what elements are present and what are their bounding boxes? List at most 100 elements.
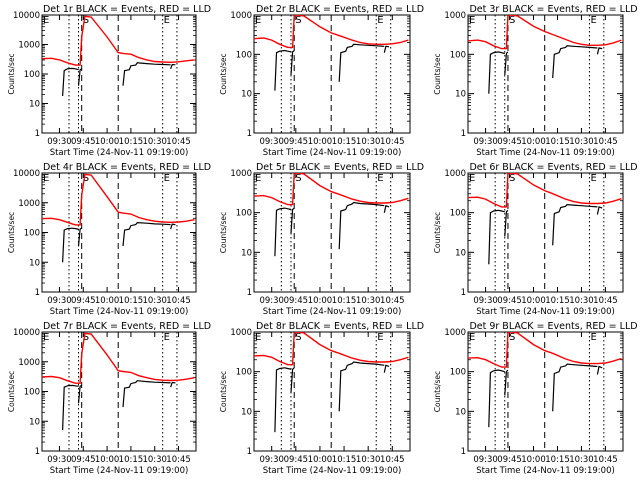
events-series-line <box>383 45 390 53</box>
y-axis-title: Counts/sec <box>219 53 228 94</box>
events-series-line <box>338 43 385 82</box>
x-tick-label: 09:30 <box>473 455 498 465</box>
x-tick-label: 09:45 <box>497 137 522 147</box>
x-tick-label: 09:45 <box>497 455 522 465</box>
y-tick-label: 1 <box>247 447 252 457</box>
y-tick-label: 1000 <box>230 11 252 21</box>
x-tick-label: 10:15 <box>119 455 144 465</box>
x-tick-label: 09:30 <box>47 455 72 465</box>
time-marker-label: S <box>295 173 301 184</box>
events-series-line <box>504 51 509 75</box>
plot-frame <box>41 172 197 293</box>
time-marker-label: E <box>469 15 475 26</box>
detector-panel: Det 4r BLACK = Events, RED = LLD 1 10 100 10… <box>7 162 211 317</box>
x-tick-label: 10:30 <box>356 137 381 147</box>
y-tick-label: 1000 <box>444 328 466 338</box>
time-marker-label: E <box>590 332 596 343</box>
time-marker-label: E <box>377 332 383 343</box>
x-tick-label: 10:15 <box>119 137 144 147</box>
events-series-line <box>290 367 295 393</box>
x-tick-label: 10:15 <box>545 455 570 465</box>
lld-series-line <box>42 332 195 384</box>
detector-panel: Det 3r BLACK = Events, RED = LLD 1 10 100 10… <box>433 4 638 158</box>
events-series-line <box>596 365 603 375</box>
events-series-line <box>290 50 295 75</box>
panel-title: Det 8r BLACK = Events, RED = LLD <box>256 321 424 332</box>
y-tick-label: 10 <box>455 90 466 100</box>
events-series-line <box>383 204 390 213</box>
events-series-line <box>504 209 509 237</box>
panel-title: Det 4r BLACK = Events, RED = LLD <box>43 162 211 173</box>
detector-panel: Det 8r BLACK = Events, RED = LLD 1 10 100 10… <box>219 321 424 476</box>
x-tick-label: 09:30 <box>473 137 498 147</box>
x-axis-title: Start Time (24-Nov-11 09:19:00) <box>476 148 615 158</box>
time-marker-label: S <box>83 332 89 343</box>
events-series-line <box>383 364 390 373</box>
time-marker-label: E <box>43 173 49 184</box>
x-tick-label: 09:30 <box>47 296 72 306</box>
y-tick-label: 100 <box>24 388 40 398</box>
time-marker-label: S <box>83 15 89 26</box>
y-tick-label: 10 <box>455 407 466 417</box>
x-tick-label: 10:30 <box>569 137 594 147</box>
y-tick-label: 10 <box>241 407 252 417</box>
x-tick-label: 10:15 <box>119 296 144 306</box>
panel-title: Det 5r BLACK = Events, RED = LLD <box>256 162 424 173</box>
y-tick-label: 10 <box>241 248 252 258</box>
x-tick-label: 10:45 <box>593 455 618 465</box>
lld-series-line <box>468 173 622 208</box>
plot-frame <box>253 331 411 452</box>
y-tick-label: 10000 <box>13 169 40 179</box>
time-marker-label: E <box>164 173 170 184</box>
y-tick-label: 10 <box>29 258 40 268</box>
x-tick-label: 10:15 <box>545 137 570 147</box>
events-series-line <box>552 45 598 79</box>
time-marker-label: E <box>164 15 170 26</box>
events-series-line <box>62 384 79 431</box>
y-tick-label: 10 <box>29 417 40 427</box>
x-tick-label: 09:30 <box>259 137 284 147</box>
detector-panel: Det 5r BLACK = Events, RED = LLD 1 10 100 10… <box>219 162 424 317</box>
y-tick-label: 1000 <box>230 169 252 179</box>
y-axis-title: Counts/sec <box>433 371 442 412</box>
x-tick-label: 09:45 <box>497 296 522 306</box>
events-series-line <box>596 47 603 55</box>
time-marker-label: S <box>83 173 89 184</box>
time-marker-label: E <box>43 332 49 343</box>
events-series-line <box>122 380 171 408</box>
x-tick-label: 10:00 <box>308 455 333 465</box>
x-tick-label: 10:15 <box>332 296 357 306</box>
y-tick-label: 1000 <box>444 169 466 179</box>
y-tick-label: 100 <box>450 209 466 219</box>
x-tick-label: 09:45 <box>284 296 309 306</box>
time-marker-label: S <box>509 15 515 26</box>
y-tick-label: 100 <box>236 209 252 219</box>
events-series-line <box>122 221 171 247</box>
x-tick-label: 10:00 <box>521 455 546 465</box>
y-axis-title: Counts/sec <box>7 212 16 253</box>
events-series-line <box>488 209 505 265</box>
y-tick-label: 100 <box>24 229 40 239</box>
time-marker-label: E <box>590 173 596 184</box>
x-tick-label: 10:15 <box>545 296 570 306</box>
x-tick-label: 10:15 <box>332 455 357 465</box>
x-tick-label: 10:30 <box>142 455 167 465</box>
x-tick-label: 10:30 <box>569 455 594 465</box>
events-series-line <box>77 227 82 247</box>
panel-title: Det 3r BLACK = Events, RED = LLD <box>469 4 637 15</box>
x-tick-label: 10:45 <box>593 296 618 306</box>
y-tick-label: 1 <box>461 288 466 298</box>
y-tick-label: 1000 <box>18 358 40 368</box>
y-axis-title: Counts/sec <box>219 212 228 253</box>
time-marker-label: E <box>164 332 170 343</box>
plot-frame <box>467 331 624 452</box>
lld-series-line <box>468 332 622 368</box>
panel-title: Det 9r BLACK = Events, RED = LLD <box>469 321 637 332</box>
panel-title: Det 7r BLACK = Events, RED = LLD <box>43 321 211 332</box>
x-tick-label: 10:00 <box>521 137 546 147</box>
x-axis-title: Start Time (24-Nov-11 09:19:00) <box>50 307 189 317</box>
events-series-line <box>170 381 176 388</box>
detector-panel: Det 2r BLACK = Events, RED = LLD 1 10 100 10… <box>219 4 424 158</box>
events-series-line <box>274 367 292 433</box>
y-tick-label: 100 <box>450 368 466 378</box>
